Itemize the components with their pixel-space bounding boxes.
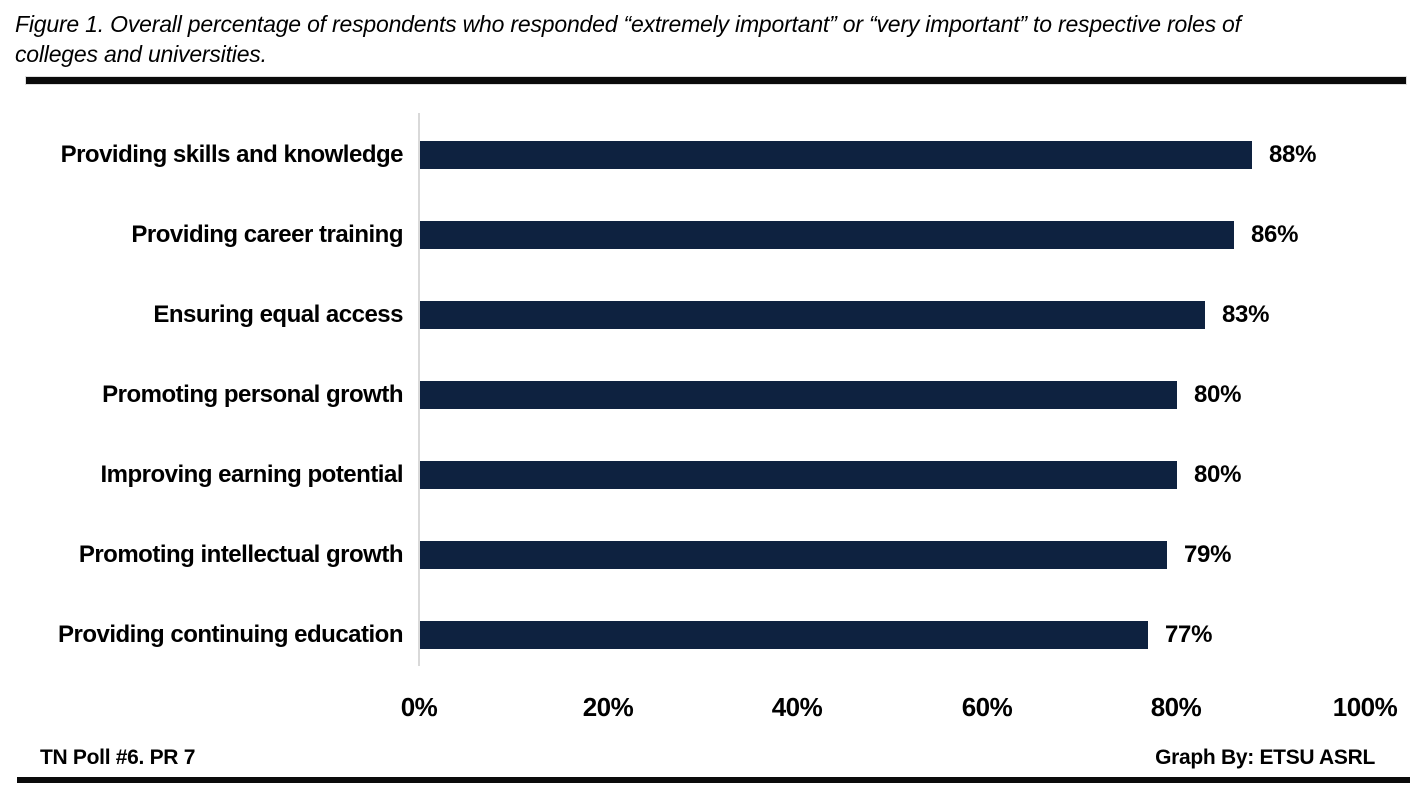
category-label: Promoting personal growth <box>102 381 403 408</box>
value-label: 79% <box>1184 541 1232 568</box>
bar-track: 77% <box>420 621 1212 649</box>
bar-track: 83% <box>420 301 1269 329</box>
bar-track: 79% <box>420 541 1231 569</box>
value-label: 77% <box>1165 621 1213 648</box>
x-tick-label: 20% <box>582 692 634 722</box>
bar <box>420 141 1252 169</box>
bar <box>420 301 1205 329</box>
x-tick-label: 60% <box>961 692 1013 722</box>
category-label: Ensuring equal access <box>153 301 403 328</box>
x-tick-label: 0% <box>400 692 438 722</box>
bar <box>420 381 1177 409</box>
bar <box>420 221 1234 249</box>
graph-credit-label: Graph By: ETSU ASRL <box>1155 746 1375 769</box>
chart-row: Providing career training 86% <box>0 195 1426 275</box>
category-label: Promoting intellectual growth <box>78 541 404 568</box>
chart-row: Ensuring equal access 83% <box>0 275 1426 355</box>
bottom-divider-rule <box>17 777 1410 783</box>
value-label: 80% <box>1194 381 1242 408</box>
bar <box>420 621 1148 649</box>
figure-title-line2: colleges and universities. <box>15 41 267 67</box>
x-tick-label: 40% <box>771 692 823 722</box>
chart-row: Promoting intellectual growth 79% <box>0 515 1426 595</box>
chart-row: Providing continuing education 77% <box>0 595 1426 675</box>
bar-track: 80% <box>420 381 1241 409</box>
value-label: 80% <box>1194 461 1242 488</box>
bar <box>420 541 1167 569</box>
figure-title-line1: Figure 1. Overall percentage of responde… <box>15 11 1241 37</box>
top-divider-rule <box>26 77 1406 84</box>
x-tick-label: 100% <box>1332 692 1398 722</box>
poll-source-label: TN Poll #6. PR 7 <box>40 746 196 769</box>
category-label: Providing continuing education <box>58 621 404 648</box>
value-label: 88% <box>1269 141 1317 168</box>
category-label: Providing career training <box>131 221 403 248</box>
chart-row: Providing skills and knowledge 88% <box>0 115 1426 195</box>
bar-track: 88% <box>420 141 1316 169</box>
bar-track: 80% <box>420 461 1241 489</box>
figure-title: Figure 1. Overall percentage of responde… <box>15 9 1415 69</box>
bar-track: 86% <box>420 221 1298 249</box>
chart-row: Promoting personal growth 80% <box>0 355 1426 435</box>
value-label: 83% <box>1222 301 1270 328</box>
y-axis-line <box>418 113 420 666</box>
category-label: Providing skills and knowledge <box>60 141 404 168</box>
x-tick-label: 80% <box>1150 692 1202 722</box>
category-label: Improving earning potential <box>100 461 403 488</box>
value-label: 86% <box>1251 221 1299 248</box>
bar <box>420 461 1177 489</box>
chart-row: Improving earning potential 80% <box>0 435 1426 515</box>
